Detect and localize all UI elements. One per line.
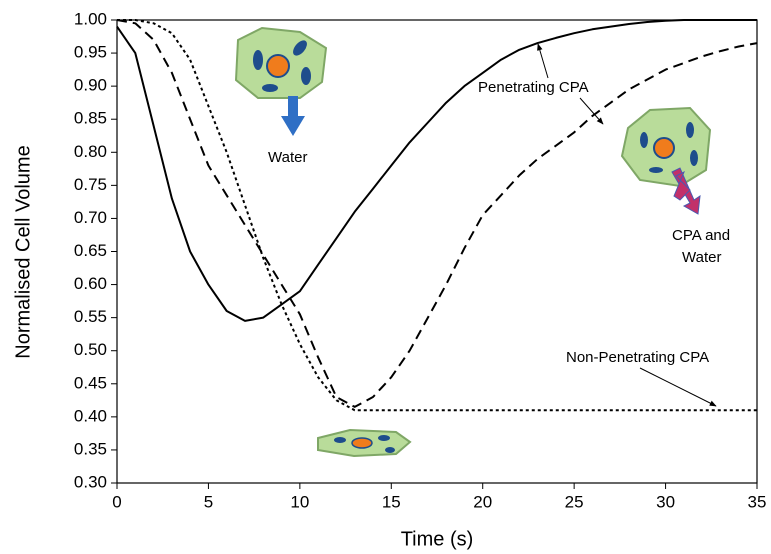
y-axis-title: Normalised Cell Volume (12, 145, 34, 358)
y-tick-label: 0.45 (74, 373, 107, 392)
y-tick-label: 0.70 (74, 208, 107, 227)
y-tick-label: 0.95 (74, 43, 107, 62)
annotation: Water (268, 149, 307, 166)
cell-icon (317, 428, 412, 458)
x-tick-label: 25 (565, 492, 584, 511)
x-axis-title: Time (s) (401, 528, 474, 550)
cell-icon (620, 106, 712, 215)
y-tick-label: 0.80 (74, 142, 107, 161)
x-tick-label: 30 (656, 492, 675, 511)
y-tick-label: 0.65 (74, 241, 107, 260)
annotation: CPA and (672, 227, 730, 244)
line-series (117, 19, 757, 412)
y-tick-label: 0.35 (74, 439, 107, 458)
x-tick-label: 0 (112, 492, 121, 511)
y-tick-label: 1.00 (74, 9, 107, 28)
line-series (116, 19, 758, 408)
annotation: Water (682, 249, 721, 266)
cell-icon (234, 26, 328, 136)
line-series (116, 19, 757, 322)
x-tick-label: 35 (748, 492, 767, 511)
y-tick-label: 0.90 (74, 76, 107, 95)
annotation: Non-Penetrating CPA (566, 349, 709, 366)
annotation-arrow (579, 97, 604, 125)
y-tick-label: 0.85 (74, 109, 107, 128)
y-tick-label: 0.40 (74, 406, 107, 425)
annotation: Penetrating CPA (478, 79, 589, 96)
x-tick-label: 5 (204, 492, 213, 511)
y-tick-label: 0.30 (74, 472, 107, 491)
plot-frame (116, 19, 758, 484)
x-tick-label: 15 (382, 492, 401, 511)
y-tick-label: 0.60 (74, 274, 107, 293)
annotation-arrow (639, 367, 717, 407)
x-tick-label: 20 (473, 492, 492, 511)
annotation-arrow (537, 43, 549, 79)
y-tick-label: 0.50 (74, 340, 107, 359)
y-tick-label: 0.75 (74, 175, 107, 194)
y-tick-label: 0.55 (74, 307, 107, 326)
x-tick-label: 10 (290, 492, 309, 511)
